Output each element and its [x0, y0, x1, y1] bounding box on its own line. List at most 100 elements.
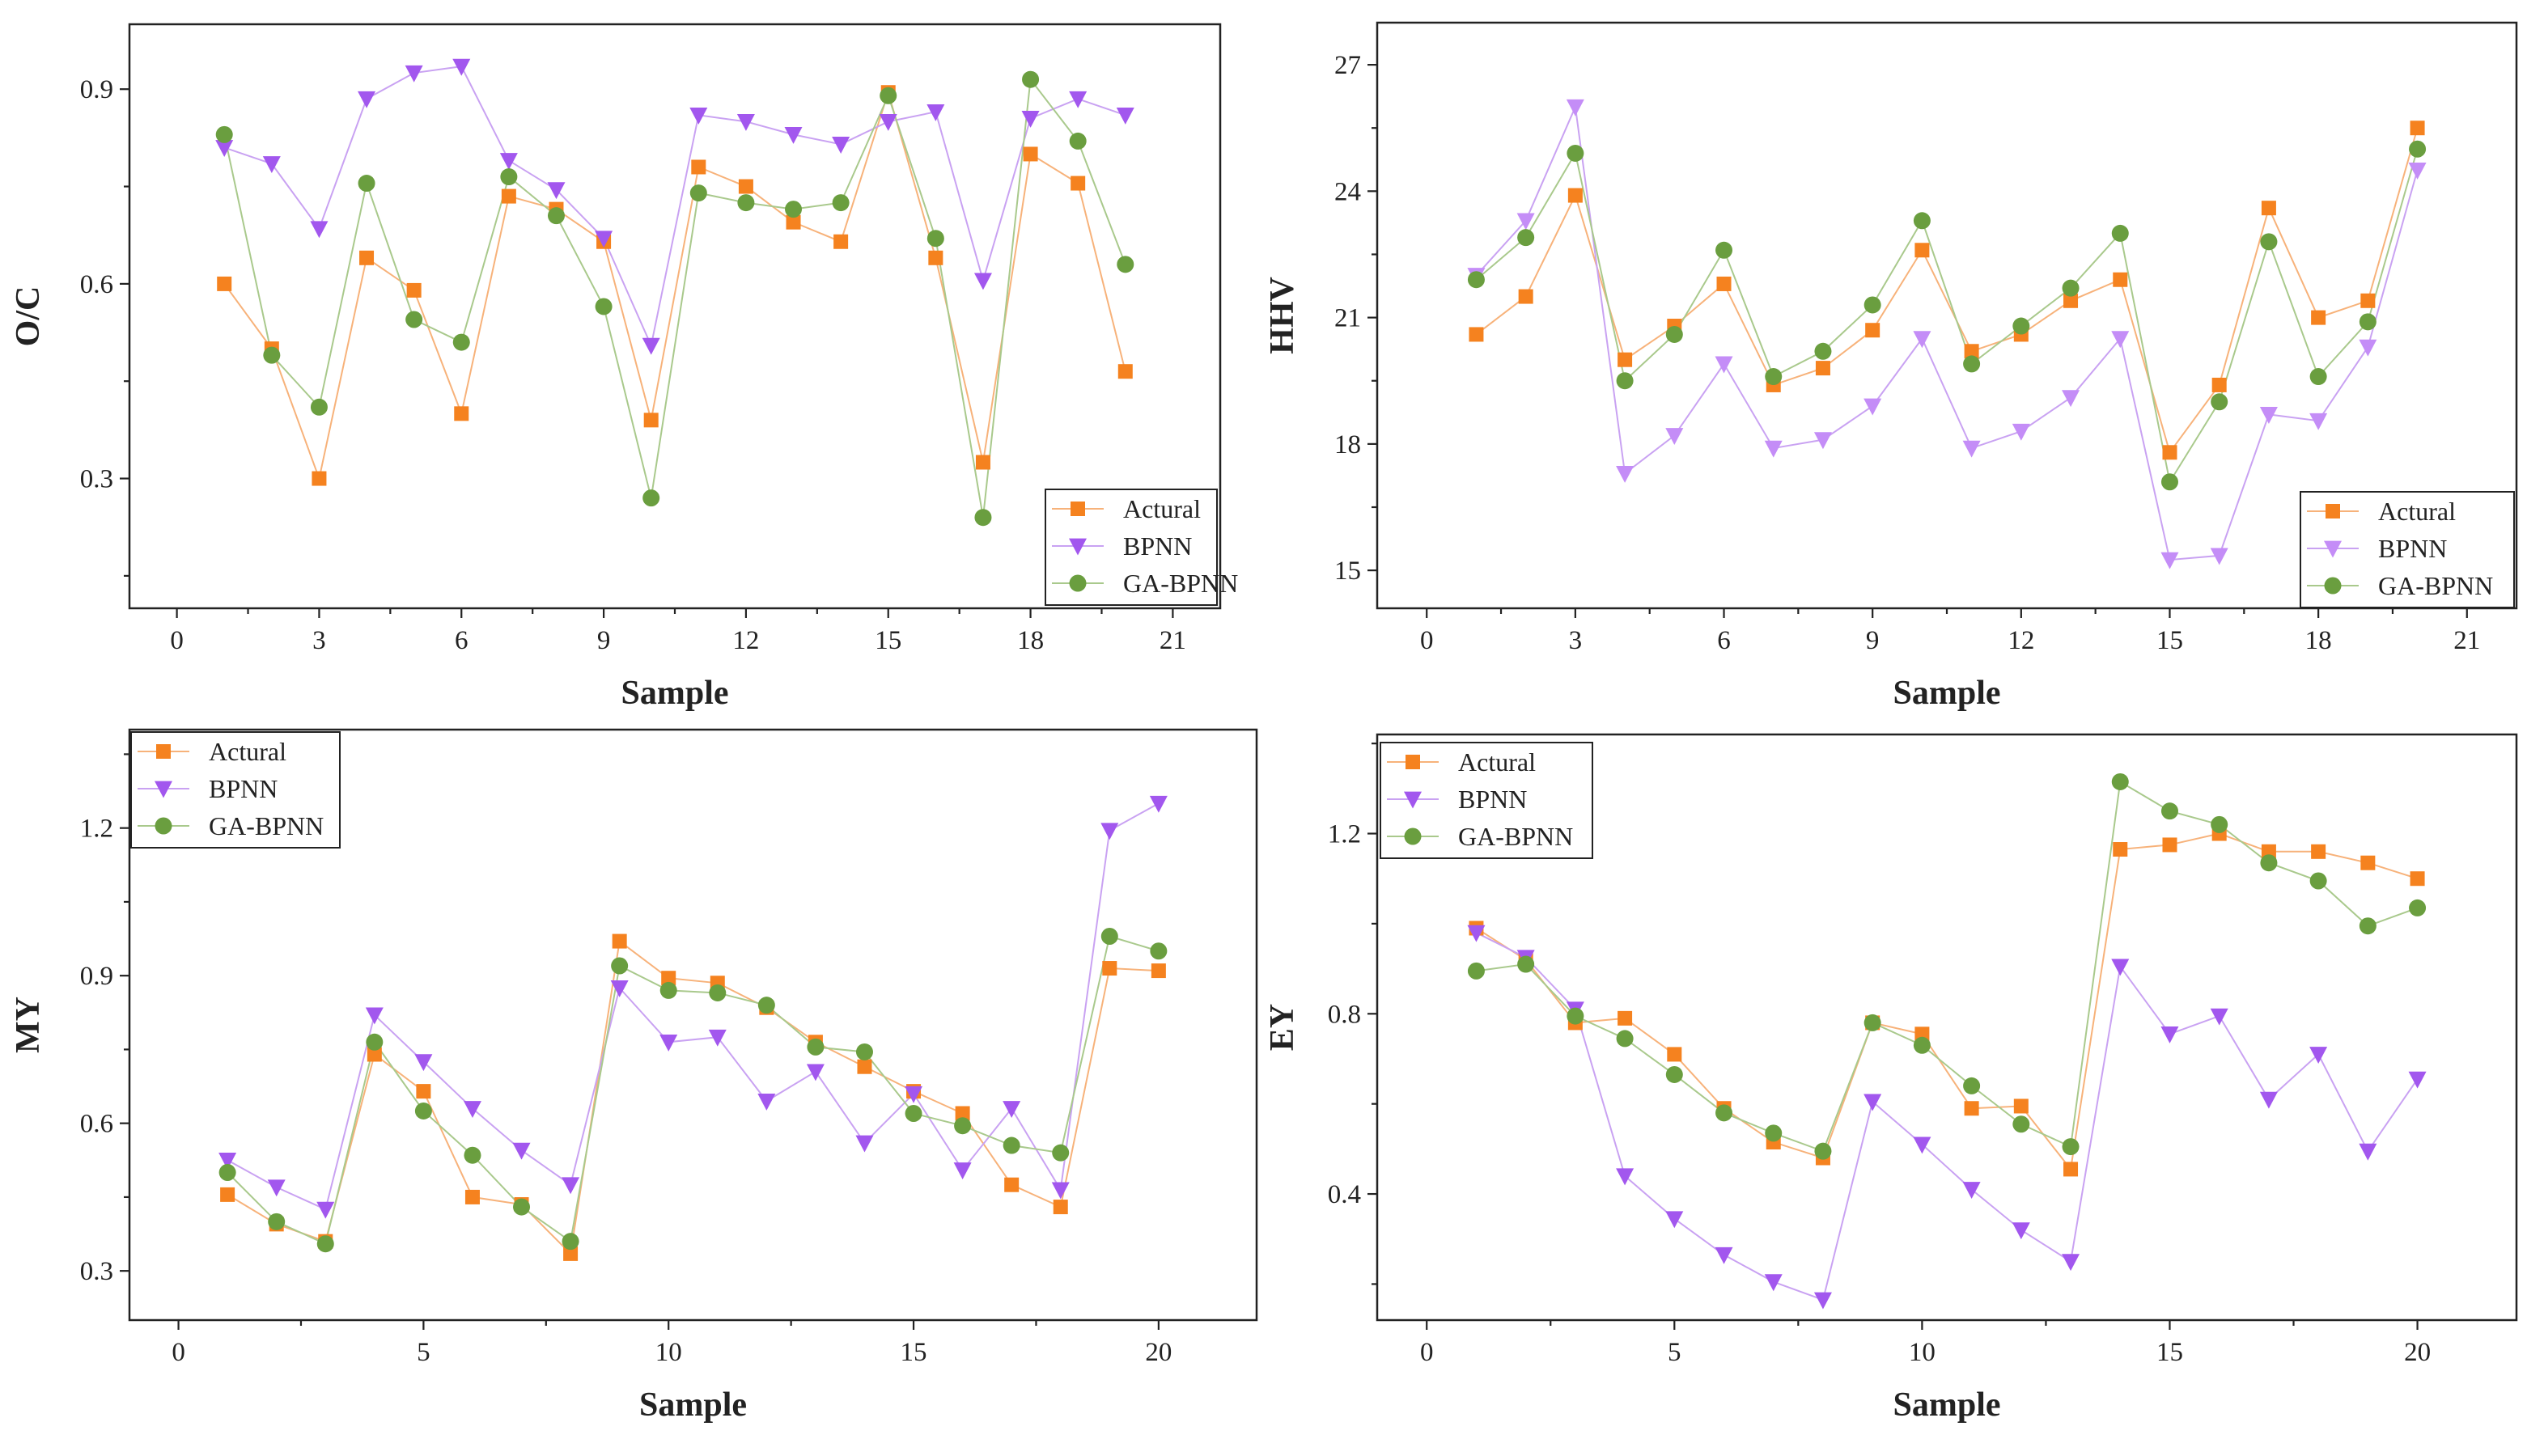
data-point-ga	[1022, 70, 1040, 88]
data-point-actual	[612, 933, 627, 949]
data-point-ga	[2211, 815, 2228, 833]
data-point-bpnn_light	[2210, 548, 2228, 565]
data-point-ga	[1814, 342, 1832, 360]
legend-label: Actural	[1458, 747, 1536, 777]
legend-marker-bpnn_light	[2324, 540, 2342, 558]
data-point-ga	[1715, 241, 1733, 259]
data-point-ga	[974, 509, 992, 527]
data-point-actual	[1053, 1200, 1068, 1215]
data-point-ga	[1913, 212, 1931, 230]
data-point-ga	[737, 194, 755, 212]
data-point-actual	[1567, 188, 1583, 203]
x-tick-label: 5	[417, 1338, 430, 1367]
data-point-ga	[807, 1038, 825, 1056]
data-point-bpnn	[463, 1101, 481, 1118]
chart-ey: 0 5 10 15 20 0.4 0.8 1.2 Sample EY Actural BPNN GA-B…	[1264, 733, 2518, 1424]
data-point-bpnn	[452, 58, 471, 76]
data-point-ga	[2359, 313, 2377, 331]
data-point-ga	[2309, 368, 2327, 386]
data-point-actual	[367, 1047, 382, 1062]
x-tick-label: 10	[1909, 1338, 1936, 1367]
data-point-ga	[1814, 1142, 1832, 1160]
data-point-actual	[1914, 243, 1930, 258]
chart-hhv: 0 3 6 9 12 15 18 21 15 18 21 24 27 Sample HHV Actural BP…	[1264, 21, 2518, 712]
data-point-ga	[547, 207, 565, 225]
legend-label: BPNN	[1458, 785, 1527, 814]
data-point-ga	[2111, 224, 2129, 242]
data-point-bpnn	[879, 113, 897, 131]
data-point-ga	[595, 298, 613, 315]
data-point-bpnn_light	[2259, 407, 2278, 424]
y-tick-label: 0.8	[1328, 1000, 1361, 1029]
data-point-ga	[2309, 872, 2327, 890]
legend-marker-actual	[1406, 755, 1420, 769]
data-point-ga	[562, 1233, 579, 1251]
data-point-ga	[1863, 1014, 1881, 1031]
data-point-actual	[220, 1187, 235, 1202]
data-point-ga	[366, 1033, 384, 1051]
data-point-ga	[659, 981, 677, 999]
data-point-bpnn_light	[2408, 162, 2427, 180]
data-point-actual	[1865, 323, 1880, 338]
legend-marker-ga	[155, 817, 172, 835]
data-point-ga	[1616, 1030, 1634, 1048]
data-point-bpnn_light	[1566, 99, 1584, 116]
data-point-actual	[975, 455, 990, 470]
data-point-ga	[1003, 1136, 1020, 1154]
data-point-bpnn	[2062, 1254, 2080, 1272]
data-point-ga	[855, 1043, 873, 1060]
data-point-actual	[1618, 352, 1633, 367]
data-point-actual	[2211, 377, 2227, 392]
data-point-bpnn_light	[2309, 413, 2328, 430]
data-point-bpnn	[855, 1135, 874, 1153]
data-point-actual	[928, 250, 943, 265]
legend: Actural BPNN GA-BPNN	[2300, 491, 2515, 608]
data-point-actual	[857, 1059, 872, 1074]
chart-my: 0 5 10 15 20 0.3 0.6 0.9 1.2 Sample MY Actural BPNN G…	[10, 728, 1258, 1424]
data-point-ga	[2211, 393, 2228, 411]
data-point-bpnn	[2359, 1143, 2377, 1161]
data-point-ga	[1517, 955, 1535, 973]
legend-label: GA-BPNN	[2378, 571, 2493, 600]
data-point-bpnn	[405, 65, 423, 83]
data-point-ga	[1069, 132, 1087, 150]
data-point-ga	[1567, 144, 1584, 162]
data-point-bpnn	[1764, 1274, 1783, 1292]
data-point-ga	[1150, 942, 1168, 960]
data-point-ga	[2260, 233, 2278, 251]
data-point-bpnn	[1003, 1101, 1021, 1118]
data-point-actual	[1815, 361, 1830, 376]
data-point-ga	[1467, 271, 1485, 289]
data-point-ga	[268, 1213, 286, 1230]
data-point-ga	[1517, 229, 1535, 247]
data-point-bpnn	[1069, 91, 1088, 108]
data-point-ga	[1467, 962, 1485, 980]
data-point-bpnn	[659, 1034, 678, 1052]
data-point-ga	[1100, 928, 1118, 945]
data-point-bpnn_light	[1715, 356, 1733, 374]
data-point-bpnn_light	[2160, 552, 2179, 569]
x-tick-label: 15	[875, 626, 901, 655]
series-line-ga	[1475, 148, 2419, 485]
data-point-bpnn	[708, 1029, 727, 1047]
data-point-bpnn	[512, 1142, 531, 1160]
plot-frame	[1376, 733, 2518, 1322]
x-tick-label: 0	[170, 626, 184, 655]
data-point-actual	[406, 282, 422, 298]
data-point-ga	[2409, 899, 2427, 916]
data-point-ga	[405, 311, 423, 328]
legend-label: GA-BPNN	[1123, 569, 1238, 598]
legend-marker-actual	[1071, 502, 1085, 516]
data-point-actual	[1071, 176, 1086, 191]
data-point-ga	[2111, 772, 2129, 790]
data-point-bpnn	[1116, 107, 1134, 125]
data-point-ga	[905, 1105, 922, 1122]
data-point-ga	[954, 1117, 972, 1135]
data-point-bpnn	[365, 1007, 384, 1025]
data-point-bpnn	[926, 104, 945, 121]
x-tick-label: 20	[1145, 1338, 1172, 1367]
data-point-actual	[643, 413, 659, 428]
data-point-actual	[501, 188, 516, 204]
data-point-bpnn	[215, 140, 234, 157]
